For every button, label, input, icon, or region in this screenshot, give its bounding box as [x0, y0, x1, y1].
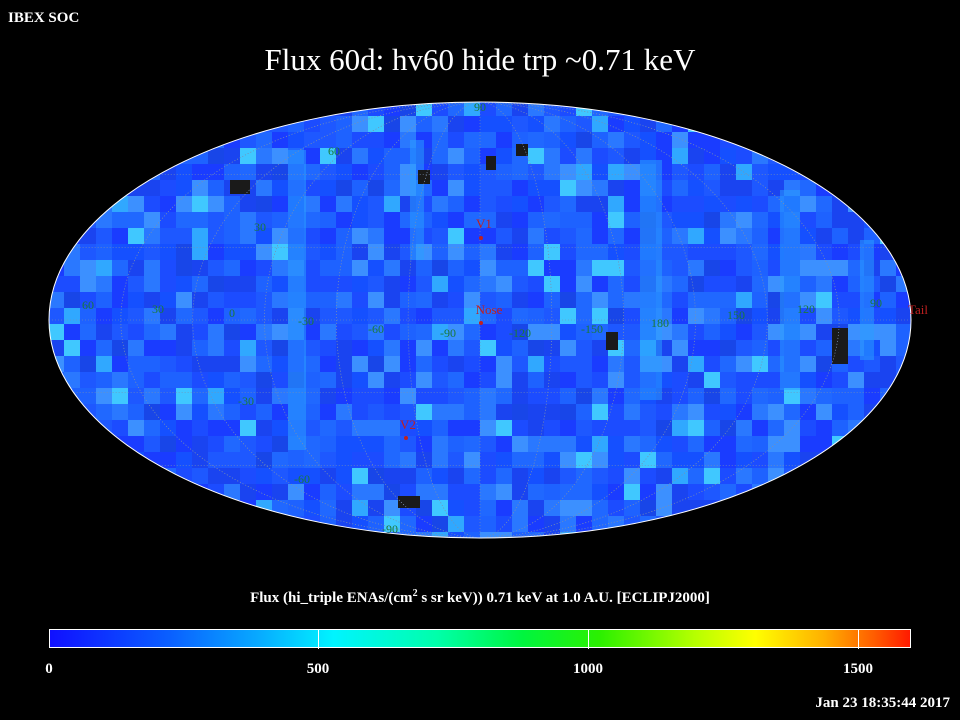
colorbar-label-0: 0	[45, 661, 53, 677]
timestamp: Jan 23 18:35:44 2017	[815, 695, 950, 711]
latitude-label: 90	[474, 100, 486, 114]
colorbar-label-500: 500	[306, 661, 330, 677]
colorbar-tick-500	[318, 630, 319, 649]
longitude-label: 150	[727, 308, 745, 322]
latitude-label: 60	[328, 144, 340, 158]
map-outline	[48, 101, 912, 539]
latitude-labels: 90 60 30 -30 -60 -90	[238, 100, 486, 536]
longitude-label: 0	[229, 306, 235, 320]
latitude-label: -60	[294, 472, 310, 486]
map-title: Flux 60d: hv60 hide trp ~0.71 keV	[264, 42, 696, 77]
marker-tail: Tail	[908, 302, 928, 317]
colorbar-label-1500: 1500	[843, 661, 873, 677]
longitude-label: 60	[82, 298, 94, 312]
longitude-label: -30	[298, 314, 314, 328]
colorbar-tick-1500	[858, 630, 859, 649]
marker-dot	[479, 236, 483, 240]
longitude-labels: 60 30 0 -30 -60 -90 -120 -150 180 150 120 90	[82, 296, 882, 340]
latitude-label: -90	[382, 522, 398, 536]
colorbar-label-1000: 1000	[573, 661, 603, 677]
marker-nose: Nose	[476, 302, 503, 317]
org-label: IBEX SOC	[8, 10, 80, 26]
latitude-label: -30	[238, 394, 254, 408]
longitude-label: 30	[152, 302, 164, 316]
marker-v2: V2	[400, 417, 416, 432]
longitude-label: -60	[368, 322, 384, 336]
sky-map: 60 30 0 -30 -60 -90 -120 -150 180 150 120 90 90 60 30…	[48, 100, 928, 539]
longitude-label: -150	[581, 322, 603, 336]
marker-v1: V1	[476, 216, 492, 231]
flux-pixels	[49, 102, 911, 538]
longitude-label: -90	[440, 326, 456, 340]
colorbar	[49, 629, 911, 649]
marker-dot	[404, 436, 408, 440]
colorbar-tick-1000	[588, 630, 589, 649]
longitude-label: 90	[870, 296, 882, 310]
markers: V1 Nose V2 Tail	[400, 216, 928, 440]
longitude-label: -120	[509, 326, 531, 340]
marker-dot	[479, 321, 483, 325]
latitude-label: 30	[254, 220, 266, 234]
longitude-label: 120	[797, 302, 815, 316]
longitude-label: 180	[651, 316, 669, 330]
colorbar-title: Flux (hi_triple ENAs/(cm2 s sr keV)) 0.7…	[250, 588, 710, 606]
graticule	[49, 102, 911, 538]
